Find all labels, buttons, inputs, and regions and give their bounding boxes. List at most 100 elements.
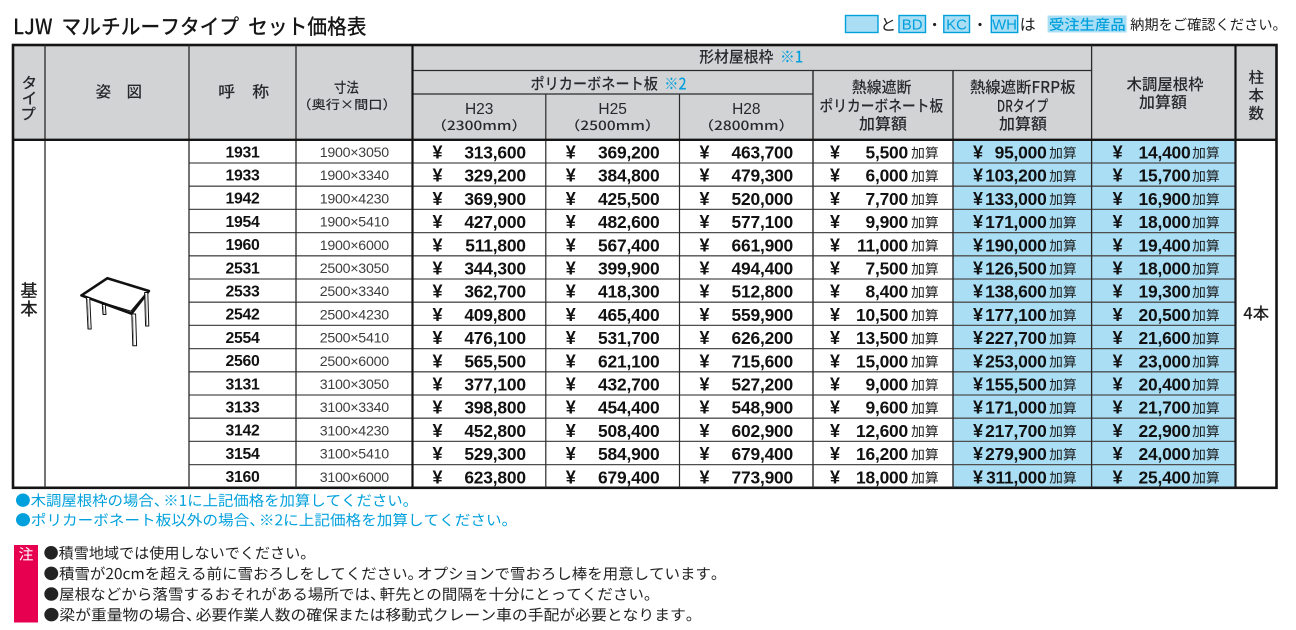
svg-text:217,700: 217,700 — [985, 421, 1046, 441]
svg-text:¥: ¥ — [1113, 398, 1123, 418]
svg-text:2531: 2531 — [226, 260, 260, 277]
svg-text:1900×4230: 1900×4230 — [320, 191, 390, 207]
svg-text:18,000: 18,000 — [856, 467, 908, 487]
svg-text:¥: ¥ — [1113, 444, 1123, 464]
svg-text:21,600: 21,600 — [1139, 328, 1191, 348]
svg-text:¥: ¥ — [566, 328, 576, 348]
svg-text:1900×5410: 1900×5410 — [320, 215, 390, 231]
svg-text:¥: ¥ — [700, 235, 710, 255]
svg-text:2500×6000: 2500×6000 — [320, 354, 390, 370]
svg-text:¥: ¥ — [433, 467, 443, 487]
svg-text:¥: ¥ — [973, 189, 983, 209]
svg-text:679,400: 679,400 — [732, 444, 793, 464]
svg-text:398,800: 398,800 — [464, 398, 525, 418]
svg-text:3142: 3142 — [226, 423, 260, 440]
svg-text:¥: ¥ — [1113, 259, 1123, 279]
svg-text:¥: ¥ — [973, 305, 983, 325]
svg-text:567,400: 567,400 — [598, 235, 659, 255]
svg-text:621,100: 621,100 — [598, 351, 659, 371]
svg-text:138,600: 138,600 — [985, 282, 1046, 302]
svg-text:¥: ¥ — [700, 328, 710, 348]
svg-text:2554: 2554 — [226, 330, 260, 347]
svg-text:11,000: 11,000 — [857, 235, 908, 255]
svg-text:¥: ¥ — [566, 375, 576, 395]
svg-text:¥: ¥ — [433, 212, 443, 232]
svg-text:H23: H23 — [465, 101, 493, 118]
svg-text:22,900: 22,900 — [1139, 421, 1191, 441]
svg-text:3100×6000: 3100×6000 — [320, 470, 390, 486]
svg-text:¥: ¥ — [1113, 351, 1123, 371]
svg-text:¥: ¥ — [973, 444, 983, 464]
svg-text:15,000: 15,000 — [856, 351, 908, 371]
svg-text:WH: WH — [992, 17, 1017, 34]
svg-text:2542: 2542 — [226, 307, 260, 324]
svg-text:¥: ¥ — [830, 375, 840, 395]
svg-text:3100×3050: 3100×3050 — [320, 377, 390, 393]
svg-text:329,200: 329,200 — [464, 166, 525, 186]
svg-text:2500×3340: 2500×3340 — [320, 284, 390, 300]
svg-text:520,000: 520,000 — [732, 189, 793, 209]
svg-text:¥: ¥ — [566, 421, 576, 441]
svg-text:344,300: 344,300 — [464, 259, 525, 279]
svg-text:BD: BD — [902, 17, 923, 34]
svg-text:3154: 3154 — [226, 446, 260, 463]
svg-text:¥: ¥ — [830, 212, 840, 232]
svg-text:1942: 1942 — [226, 191, 260, 208]
svg-text:2560: 2560 — [226, 353, 260, 370]
svg-text:3100×4230: 3100×4230 — [320, 423, 390, 439]
svg-text:559,900: 559,900 — [732, 305, 793, 325]
svg-text:¥: ¥ — [1113, 189, 1123, 209]
svg-text:2500×3050: 2500×3050 — [320, 261, 390, 277]
svg-text:¥: ¥ — [973, 398, 983, 418]
svg-text:1900×3340: 1900×3340 — [320, 168, 390, 184]
svg-text:¥: ¥ — [433, 166, 443, 186]
svg-text:¥: ¥ — [700, 282, 710, 302]
svg-text:¥: ¥ — [973, 166, 983, 186]
svg-text:¥: ¥ — [433, 375, 443, 395]
svg-text:427,000: 427,000 — [464, 212, 525, 232]
svg-text:¥: ¥ — [566, 166, 576, 186]
svg-text:¥: ¥ — [566, 444, 576, 464]
svg-text:476,100: 476,100 — [464, 328, 525, 348]
svg-text:¥: ¥ — [433, 259, 443, 279]
svg-text:511,800: 511,800 — [465, 235, 526, 255]
svg-text:425,500: 425,500 — [598, 189, 659, 209]
svg-text:20,400: 20,400 — [1139, 375, 1191, 395]
svg-text:452,800: 452,800 — [464, 421, 525, 441]
svg-text:¥: ¥ — [433, 143, 443, 163]
svg-text:20,500: 20,500 — [1139, 305, 1191, 325]
svg-text:¥: ¥ — [973, 375, 983, 395]
svg-text:7,700: 7,700 — [865, 189, 908, 209]
svg-text:465,400: 465,400 — [598, 305, 659, 325]
svg-text:3100×5410: 3100×5410 — [320, 447, 390, 463]
svg-text:¥: ¥ — [1113, 467, 1123, 487]
svg-text:1960: 1960 — [226, 237, 260, 254]
svg-text:¥: ¥ — [973, 282, 983, 302]
svg-text:454,400: 454,400 — [598, 398, 659, 418]
svg-text:¥: ¥ — [830, 189, 840, 209]
svg-text:¥: ¥ — [433, 235, 443, 255]
svg-text:¥: ¥ — [700, 305, 710, 325]
svg-text:16,200: 16,200 — [856, 444, 908, 464]
svg-text:¥: ¥ — [433, 351, 443, 371]
svg-text:¥: ¥ — [433, 305, 443, 325]
svg-text:¥: ¥ — [830, 305, 840, 325]
svg-text:311,000: 311,000 — [986, 467, 1047, 487]
svg-text:¥: ¥ — [433, 398, 443, 418]
svg-text:548,900: 548,900 — [732, 398, 793, 418]
svg-text:¥: ¥ — [700, 444, 710, 464]
svg-text:177,100: 177,100 — [985, 305, 1046, 325]
svg-text:1933: 1933 — [226, 168, 260, 185]
svg-text:527,200: 527,200 — [732, 375, 793, 395]
svg-text:19,400: 19,400 — [1139, 235, 1191, 255]
svg-text:2500×5410: 2500×5410 — [320, 331, 390, 347]
svg-text:¥: ¥ — [433, 189, 443, 209]
svg-text:479,300: 479,300 — [732, 166, 793, 186]
svg-text:14,400: 14,400 — [1139, 143, 1191, 163]
svg-text:¥: ¥ — [700, 166, 710, 186]
svg-text:463,700: 463,700 — [732, 143, 793, 163]
svg-text:399,900: 399,900 — [598, 259, 659, 279]
svg-text:¥: ¥ — [973, 235, 983, 255]
svg-text:190,000: 190,000 — [985, 235, 1046, 255]
svg-text:512,800: 512,800 — [732, 282, 793, 302]
